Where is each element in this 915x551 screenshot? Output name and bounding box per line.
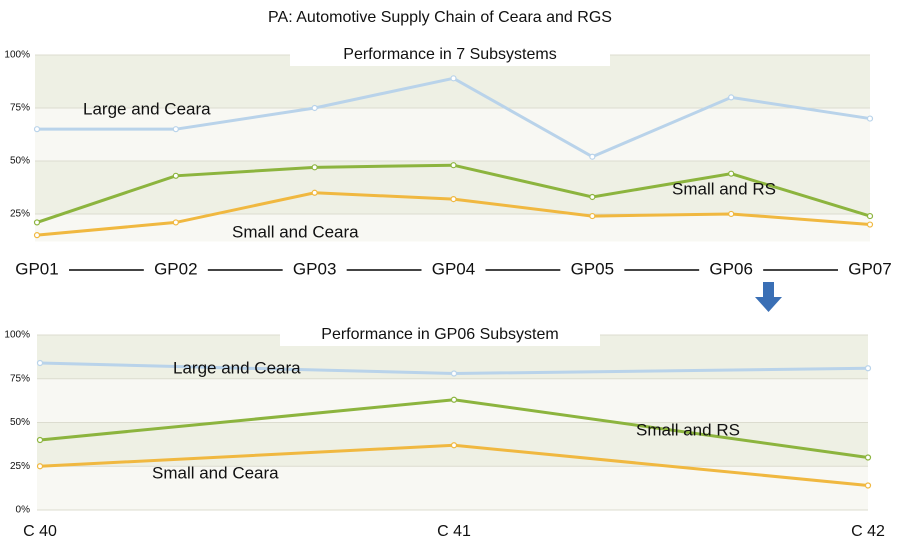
y-tick-label: 50%: [10, 156, 30, 167]
data-point: [866, 221, 874, 228]
y-tick-label: 100%: [4, 50, 30, 61]
data-point: [589, 153, 596, 160]
series-label: Small and Ceara: [232, 222, 359, 241]
series-label: Small and Ceara: [152, 463, 279, 482]
subtitle-box: [280, 324, 600, 346]
subtitle-box: [290, 44, 610, 66]
data-point: [450, 75, 457, 82]
series-label: Small and RS: [672, 179, 776, 198]
series-label: Large and Ceara: [83, 99, 211, 118]
series-label: Large and Ceara: [173, 358, 301, 377]
data-point: [450, 396, 458, 403]
x-tick-label: GP04: [432, 259, 475, 278]
y-tick-label: 75%: [10, 103, 30, 114]
data-point: [728, 210, 735, 218]
chart-subtitle: Performance in GP06 Subsystem: [321, 326, 558, 343]
plot-band: [35, 107, 870, 161]
plot-band: [35, 213, 870, 242]
data-point: [36, 359, 44, 367]
y-tick-label: 100%: [4, 330, 30, 341]
data-point: [864, 365, 872, 372]
data-point: [36, 463, 44, 470]
x-tick-label: GP03: [293, 259, 336, 278]
data-point: [728, 170, 735, 177]
arrow: [755, 282, 782, 312]
data-point: [450, 370, 458, 377]
data-point: [866, 115, 874, 122]
x-tick-label: C 42: [851, 523, 885, 540]
chart-subtitle: Performance in 7 Subsystems: [343, 46, 556, 63]
x-tick-label: C 40: [23, 523, 57, 540]
y-tick-label: 0%: [16, 505, 31, 516]
x-tick-label: GP07: [848, 259, 891, 278]
data-point: [33, 126, 41, 133]
y-tick-label: 25%: [10, 209, 30, 220]
y-tick-label: 50%: [10, 417, 30, 428]
data-point: [589, 212, 596, 220]
figure-title: PA: Automotive Supply Chain of Ceara and…: [268, 9, 612, 26]
data-point: [172, 172, 179, 179]
x-tick-label: C 41: [437, 523, 471, 540]
data-point: [33, 232, 41, 239]
data-point: [311, 164, 318, 171]
x-tick-label: GP01: [15, 259, 58, 278]
x-tick-label: GP05: [571, 259, 614, 278]
data-point: [172, 219, 179, 226]
data-point: [864, 454, 872, 461]
data-point: [172, 126, 179, 133]
data-point: [450, 162, 457, 169]
data-point: [450, 442, 458, 449]
x-tick-label: GP02: [154, 259, 197, 278]
y-tick-label: 75%: [10, 373, 30, 384]
data-point: [866, 212, 874, 220]
plot-band: [35, 160, 870, 214]
data-point: [450, 196, 457, 203]
x-tick-label: GP06: [709, 259, 752, 278]
series-label: Small and RS: [636, 420, 740, 439]
data-point: [589, 193, 596, 201]
y-tick-label: 25%: [10, 461, 30, 472]
data-point: [864, 482, 872, 489]
data-point: [33, 219, 41, 226]
data-point: [311, 189, 318, 196]
data-point: [36, 436, 44, 444]
data-point: [728, 94, 735, 101]
data-point: [311, 104, 318, 112]
